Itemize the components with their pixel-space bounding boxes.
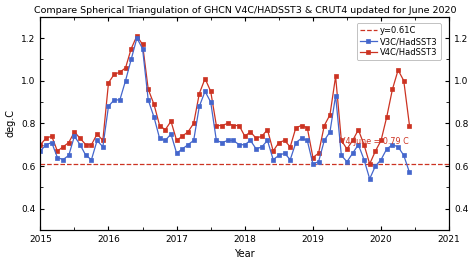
V3C/HadSST3: [37, 149, 43, 153]
V3C/HadSST3: [157, 137, 163, 140]
V4C/HadSST3: [367, 162, 373, 166]
V4C/HadSST3: [134, 34, 140, 38]
Title: Compare Spherical Triangulation of GHCN V4C/HADSST3 & CRUT4 updated for June 202: Compare Spherical Triangulation of GHCN …: [34, 6, 456, 15]
X-axis label: Year: Year: [235, 249, 255, 259]
V4C/HadSST3: [333, 75, 338, 78]
Text: V4-June = 0.79 C: V4-June = 0.79 C: [340, 137, 409, 146]
V3C/HadSST3: [134, 37, 140, 40]
V3C/HadSST3: [407, 171, 412, 174]
Line: V4C/HadSST3: V4C/HadSST3: [38, 34, 411, 166]
V4C/HadSST3: [407, 124, 412, 127]
V3C/HadSST3: [367, 177, 373, 180]
V3C/HadSST3: [202, 90, 208, 93]
V4C/HadSST3: [208, 90, 214, 93]
V4C/HadSST3: [157, 124, 163, 127]
V4C/HadSST3: [128, 47, 134, 50]
V3C/HadSST3: [208, 100, 214, 104]
V4C/HadSST3: [37, 143, 43, 146]
V4C/HadSST3: [202, 77, 208, 80]
Line: V3C/HadSST3: V3C/HadSST3: [38, 36, 411, 180]
V3C/HadSST3: [66, 154, 72, 157]
V3C/HadSST3: [333, 94, 338, 97]
Legend: y=0.61C, V3C/HadSST3, V4C/HadSST3: y=0.61C, V3C/HadSST3, V4C/HadSST3: [356, 23, 441, 60]
V3C/HadSST3: [128, 58, 134, 61]
V4C/HadSST3: [66, 141, 72, 144]
Y-axis label: deg.C: deg.C: [6, 109, 16, 137]
